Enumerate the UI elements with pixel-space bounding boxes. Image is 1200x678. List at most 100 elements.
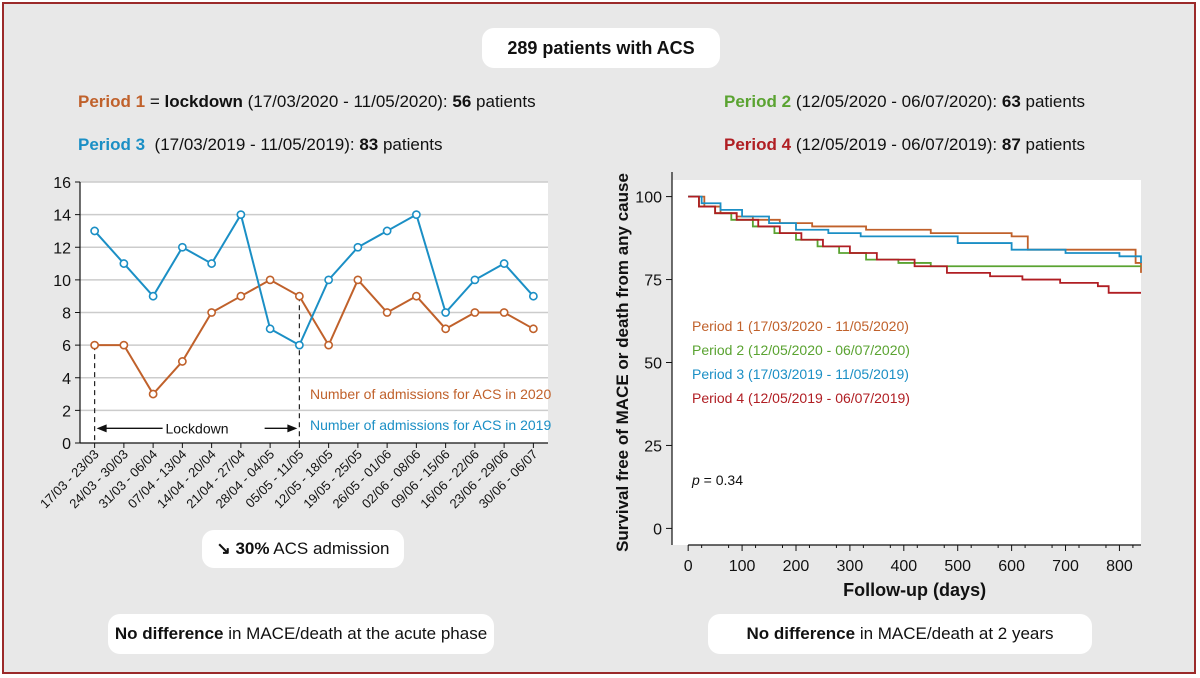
series-2019-line [93,212,535,347]
series-2020-point [499,308,509,317]
two-year-text: in MACE/death at 2 years [855,624,1054,643]
two-year-bold: No difference [746,624,856,643]
series-2019-point [207,259,217,268]
km-xtick-label: 600 [998,558,1025,575]
km-curve-period-3 [688,195,1142,263]
p-value: = 0.34 [700,472,743,488]
series-2020-point [353,275,363,285]
period-1-lockdown: lockdown [164,92,243,111]
series-2019-point [177,242,187,252]
reduction-pill: ↘ 30% ACS admission [202,530,404,568]
period-2-suffix: patients [1020,92,1086,111]
series-2019-point [90,226,100,236]
series-2019-point [294,340,304,350]
series-2019-point [119,259,129,268]
period-2-line: Period 2 (12/05/2020 - 06/07/2020): 63 p… [724,92,1085,112]
km-xtick-label: 400 [890,558,917,575]
period-3-label: Period 3 [78,135,146,154]
period-2-dates: (12/05/2020 - 06/07/2020): [791,92,1002,111]
series-2019-point [499,259,509,268]
series-2020-point [207,308,217,317]
km-ytick-label: 0 [653,521,662,538]
series-2020-point [119,340,129,350]
period-4-count: 87 [1001,135,1021,154]
arrowhead-left-icon [96,424,107,433]
weekly-ytick-label: 8 [62,306,71,323]
period-3-dates: (17/03/2019 - 11/05/2019): [145,135,360,154]
period-1-line: Period 1 = lockdown (17/03/2020 - 11/05/… [78,92,536,112]
weekly-ytick-label: 4 [62,371,71,388]
period-1-dates: (17/03/2020 - 11/05/2020): [242,92,453,111]
km-xtick-label: 300 [837,558,864,575]
period-4-dates: (12/05/2019 - 06/07/2019): [791,135,1002,154]
km-ytick-label: 25 [644,438,662,455]
period-4-suffix: patients [1020,135,1086,154]
km-xtick-label: 0 [684,558,693,575]
period-3-suffix: patients [378,135,443,154]
km-y-axis-label: Survival free of MACE or death from any … [613,173,632,552]
series-2020-point [324,340,334,350]
series-2020-point [470,308,480,317]
series-2019-point [236,210,246,220]
series-2020-point [411,291,421,301]
km-xtick-label: 700 [1052,558,1079,575]
weekly-ytick-label: 0 [62,436,71,453]
p-symbol: p [691,472,700,488]
series-2019-point [324,275,334,285]
period-1-eq: = [145,92,165,111]
km-xtick-label: 500 [944,558,971,575]
series-2019-point [441,308,451,317]
series-2019-point [353,242,363,252]
period-4-label: Period 4 [724,135,792,154]
km-legend-period-4: Period 4 (12/05/2019 - 06/07/2019) [692,390,910,406]
arrowhead-right-icon [287,424,298,433]
figure-title: 289 patients with ACS [507,38,695,58]
km-xtick-label: 800 [1106,558,1133,575]
km-x-axis-label: Follow-up (days) [843,580,986,600]
acute-phase-text: in MACE/death at the acute phase [223,624,488,643]
series-2019-point [470,275,480,285]
period-1-count: 56 [452,92,472,111]
legend-2019: Number of admissions for ACS in 2019 [310,417,551,433]
period-1-suffix: patients [471,92,536,111]
series-2019-point [411,210,421,220]
acute-phase-bold: No difference [114,624,224,643]
series-2020-point [441,324,451,334]
series-2019-point [265,324,275,334]
reduction-value: 30% [235,539,270,558]
period-1-label: Period 1 [78,92,146,111]
km-legend-period-3: Period 3 (17/03/2019 - 11/05/2019) [692,366,909,382]
lockdown-label: Lockdown [165,420,228,436]
series-2020-point [148,389,158,399]
series-2019-point [148,291,158,301]
km-curve-period-4 [688,195,1141,294]
down-arrow-icon: ↘ [216,539,231,558]
two-year-conclusion: No difference in MACE/death at 2 years [708,614,1092,654]
period-3-count: 83 [359,135,379,154]
km-ytick-label: 100 [635,190,662,207]
series-2020-point [236,291,246,301]
series-2020-point [90,340,100,350]
weekly-ytick-label: 2 [62,403,71,420]
acute-phase-conclusion: No difference in MACE/death at the acute… [108,614,494,654]
period-4-line: Period 4 (12/05/2019 - 06/07/2019): 87 p… [724,135,1085,155]
km-xtick-label: 100 [729,558,756,575]
reduction-text: ACS admission [269,539,390,558]
title-pill: 289 patients with ACS [482,28,720,68]
series-2019-point [528,291,538,301]
km-legend-period-2: Period 2 (12/05/2020 - 06/07/2020) [692,342,910,358]
km-ytick-label: 75 [644,273,662,290]
series-2020-line [94,278,534,396]
legend-2020: Number of admissions for ACS in 2020 [310,386,551,402]
period-3-line: Period 3 (17/03/2019 - 11/05/2019): 83 p… [78,135,443,155]
period-2-label: Period 2 [724,92,792,111]
weekly-ytick-label: 16 [53,175,71,192]
period-2-count: 63 [1001,92,1021,111]
series-2020-point [294,291,304,301]
series-2020-point [265,275,275,285]
weekly-ytick-label: 12 [53,240,71,257]
weekly-ytick-label: 10 [53,273,71,290]
series-2020-point [382,308,392,317]
weekly-ytick-label: 6 [62,338,71,355]
